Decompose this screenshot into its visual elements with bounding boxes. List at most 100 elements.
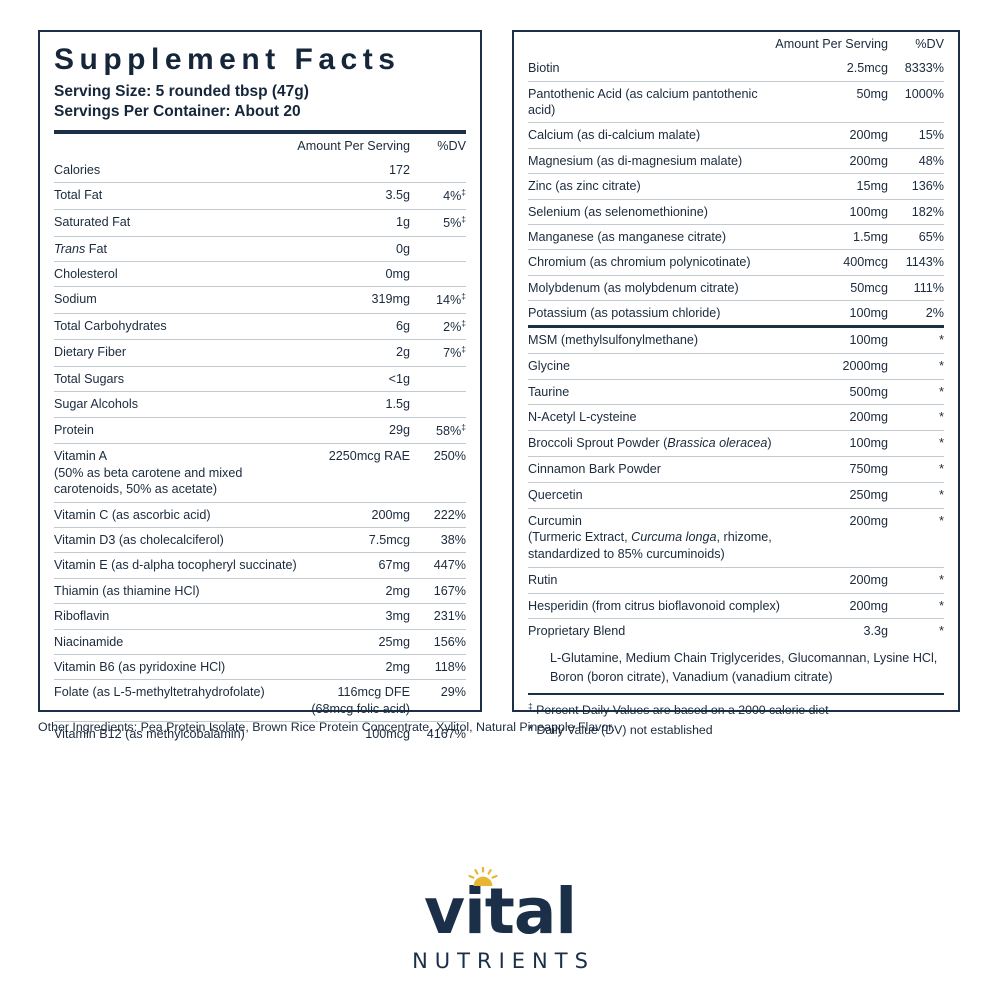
nutrient-amount: 200mg: [780, 404, 888, 431]
header-blank-right: [528, 32, 775, 56]
nutrient-dv: *: [888, 456, 944, 483]
proprietary-blend-contents: L-Glutamine, Medium Chain Triglycerides,…: [550, 651, 938, 684]
table-row: Cholesterol 0mg: [54, 260, 466, 287]
nutrient-name: Glycine: [528, 352, 780, 380]
nutrient-dv: 182%: [888, 198, 944, 225]
nutrient-dv: *: [888, 482, 944, 509]
nutrient-dv: 4%‡: [410, 182, 466, 210]
nutrient-name: Molybdenum (as molybdenum citrate): [528, 274, 776, 301]
nutrient-dv: 7%‡: [410, 339, 466, 367]
nutrient-name: Trans Fat: [54, 235, 298, 262]
nutrient-amount: 3.5g: [297, 182, 410, 210]
nutrient-name: Total Fat: [54, 182, 298, 210]
nutrient-dv: 118%: [410, 653, 466, 680]
nutrition-table-right-2: MSM (methylsulfonylmethane) 100mg * Glycine…: [528, 328, 944, 645]
nutrient-dv: 4167%: [410, 720, 466, 747]
table-row: Folate (as L-5-methyltetrahydrofolate) 11…: [54, 679, 466, 722]
nutrient-name: Manganese (as manganese citrate): [528, 223, 776, 250]
nutrient-amount: 100mg: [775, 198, 888, 225]
table-row: Curcumin (Turmeric Extract, Curcuma longa…: [528, 508, 944, 568]
nutrient-dv: *: [888, 352, 944, 380]
nutrient-name: Total Carbohydrates: [54, 312, 298, 340]
nutrient-dv: 14%‡: [410, 286, 466, 314]
nutrient-name: N-Acetyl L-cysteine: [528, 404, 780, 431]
nutrient-dv: *: [888, 378, 944, 405]
header-blank: [54, 134, 297, 158]
nutrient-name: Broccoli Sprout Powder (Brassica olerace…: [528, 430, 780, 457]
nutrient-amount: 319mg: [297, 286, 410, 314]
nutrient-amount: 200mg: [775, 147, 888, 174]
table-row: Protein 29g 58%‡: [54, 416, 466, 444]
table-row: Chromium (as chromium polynicotinate) 400…: [528, 249, 944, 276]
nutrient-amount: 100mg: [849, 332, 888, 347]
nutrient-name: Thiamin (as thiamine HCl): [54, 577, 298, 604]
page-title: Supplement Facts: [54, 43, 401, 76]
nutrient-name: Hesperidin (from citrus bioflavonoid com…: [528, 592, 780, 619]
nutrient-name: Vitamin B12 (as methylcobalamin): [54, 720, 298, 747]
table-row: Vitamin E (as d-alpha tocopheryl succina…: [54, 552, 466, 579]
header-amount: Amount Per Serving: [297, 138, 410, 153]
nutrient-name: Chromium (as chromium polynicotinate): [528, 249, 776, 276]
nutrient-dv: 5%‡: [410, 208, 466, 237]
dagger-symbol: ‡: [528, 701, 533, 712]
table-row: Hesperidin (from citrus bioflavonoid com…: [528, 592, 944, 619]
table-row: Cinnamon Bark Powder 750mg *: [528, 456, 944, 483]
nutrient-name: Sodium: [54, 286, 298, 314]
nutrient-dv: 15%: [888, 122, 944, 149]
nutrient-dv: 38%: [410, 527, 466, 553]
nutrient-dv: 447%: [410, 552, 466, 579]
table-header-row-right: Amount Per Serving %DV: [528, 32, 944, 56]
table-row: Total Sugars <1g: [54, 365, 466, 392]
table-row: MSM (methylsulfonylmethane) 100mg *: [528, 328, 944, 353]
nutrient-name: Magnesium (as di-magnesium malate): [528, 147, 776, 174]
table-row: Rutin 200mg *: [528, 566, 944, 594]
nutrient-amount: 7.5mcg: [297, 527, 410, 553]
nutrient-dv: 156%: [410, 628, 466, 655]
nutrient-name: Dietary Fiber: [54, 339, 298, 367]
header-dv: %DV: [437, 138, 466, 153]
nutrient-amount: 200mg: [780, 508, 888, 568]
nutrient-amount: <1g: [297, 365, 410, 392]
nutrient-amount: 116mcg DFE (68mcg folic acid): [297, 679, 410, 722]
nutrient-name: Curcumin (Turmeric Extract, Curcuma longa…: [528, 508, 780, 568]
nutrient-dv: [410, 391, 466, 418]
nutrient-amount: 3mg: [297, 603, 410, 630]
table-row: Riboflavin 3mg 231%: [54, 603, 466, 630]
table-row: Vitamin D3 (as cholecalciferol) 7.5mcg 38%: [54, 527, 466, 553]
nutrient-dv: *: [888, 430, 944, 457]
nutrient-amount: 25mg: [297, 628, 410, 655]
nutrient-dv: *: [888, 592, 944, 619]
nutrient-amount: 100mg: [775, 299, 888, 326]
nutrient-name: Cinnamon Bark Powder: [528, 456, 780, 483]
header-amount-right: Amount Per Serving: [775, 37, 888, 51]
table-row: Zinc (as zinc citrate) 15mg 136%: [528, 173, 944, 200]
nutrient-dv: 136%: [888, 173, 944, 200]
nutrient-amount: 750mg: [780, 456, 888, 483]
nutrient-dv: 1143%: [888, 249, 944, 276]
nutrient-dv: 48%: [888, 147, 944, 174]
nutrient-name: Vitamin A (50% as beta carotene and mixed…: [54, 443, 298, 503]
nutrient-name: Rutin: [528, 566, 780, 594]
table-row: Molybdenum (as molybdenum citrate) 50mcg 1…: [528, 274, 944, 301]
nutrient-amount: 1g: [297, 208, 410, 237]
nutrient-amount: 50mcg: [775, 274, 888, 301]
table-row: Thiamin (as thiamine HCl) 2mg 167%: [54, 577, 466, 604]
nutrient-dv: 250%: [410, 443, 466, 503]
serving-size: Serving Size: 5 rounded tbsp (47g): [54, 82, 309, 100]
nutrient-amount: 3.3g: [780, 618, 888, 645]
table-header-row: Amount Per Serving %DV: [54, 134, 466, 158]
nutrient-amount: 2g: [297, 339, 410, 367]
nutrient-dv: 58%‡: [410, 416, 466, 444]
table-row: Quercetin 250mg *: [528, 482, 944, 509]
table-row: Calories 172: [54, 158, 466, 183]
table-row: Biotin 2.5mcg 8333%: [528, 56, 944, 81]
table-row: Magnesium (as di-magnesium malate) 200mg 4…: [528, 147, 944, 174]
supplement-facts-panel-left: Supplement Facts Serving Size: 5 rounded…: [38, 30, 482, 747]
nutrient-name: Biotin: [528, 61, 560, 76]
table-row: Dietary Fiber 2g 7%‡: [54, 339, 466, 367]
nutrient-amount: 200mg: [775, 122, 888, 149]
table-row: Potassium (as potassium chloride) 100mg 2%: [528, 299, 944, 326]
nutrient-amount: 50mg: [775, 80, 888, 123]
nutrient-dv: 2%‡: [410, 312, 466, 340]
nutrient-amount: 1.5g: [297, 391, 410, 418]
